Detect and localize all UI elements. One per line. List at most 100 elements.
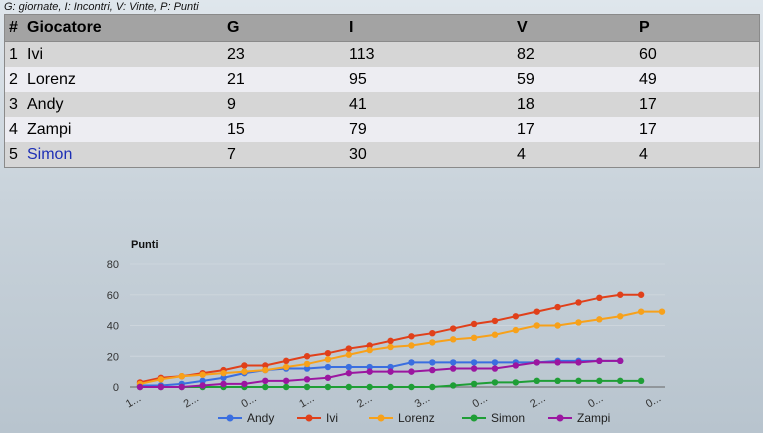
data-point [575, 359, 582, 366]
legend-label: Zampi [577, 411, 610, 425]
legend-label: Simon [491, 411, 525, 425]
data-point [387, 337, 394, 345]
player-link[interactable]: Andy [23, 92, 223, 117]
row-points: 60 [635, 41, 760, 67]
x-tick-label: 0... [239, 392, 258, 410]
header-wins[interactable]: V [513, 14, 635, 42]
x-tick-label: 2... [355, 392, 374, 410]
header-player[interactable]: Giocatore [23, 14, 223, 42]
data-point [241, 380, 248, 388]
legend-label: Ivi [326, 411, 338, 425]
data-point [282, 383, 290, 391]
data-point [157, 376, 165, 383]
data-point [617, 313, 624, 320]
series-line-lorenz [139, 310, 662, 385]
data-point [345, 345, 352, 352]
data-point [491, 317, 499, 325]
data-point [512, 326, 520, 334]
data-point [324, 356, 332, 363]
player-link[interactable]: Simon [23, 142, 223, 168]
header-points[interactable]: P [635, 14, 760, 42]
data-point [303, 365, 311, 372]
data-point [178, 383, 185, 391]
data-point [512, 379, 520, 386]
player-link[interactable]: Lorenz [23, 67, 223, 92]
data-point [637, 291, 645, 298]
data-point [241, 362, 248, 369]
data-point [470, 334, 478, 341]
data-point [324, 349, 332, 357]
data-point [512, 362, 520, 369]
data-point [199, 382, 206, 389]
data-point [178, 373, 185, 380]
row-points: 4 [635, 142, 760, 168]
header-games[interactable]: G [223, 14, 345, 42]
row-matches: 95 [345, 67, 513, 92]
data-point [429, 359, 436, 366]
row-matches: 30 [345, 142, 513, 168]
data-point [491, 331, 499, 338]
row-rank: 4 [4, 117, 23, 142]
data-point [408, 359, 415, 366]
row-wins: 59 [513, 67, 635, 92]
row-games: 9 [223, 92, 345, 117]
data-point [220, 380, 227, 388]
data-point [199, 377, 206, 385]
data-point [282, 377, 290, 385]
data-point [429, 383, 436, 391]
data-point [345, 351, 352, 358]
data-point [637, 308, 645, 315]
header-matches[interactable]: I [345, 14, 513, 42]
data-point [491, 379, 499, 386]
table-header-row: # Giocatore G I V P [4, 14, 760, 42]
legend-marker [377, 414, 385, 422]
data-point [366, 383, 373, 391]
data-point [450, 382, 457, 389]
legend-marker [305, 414, 313, 422]
table-row: 1 Ivi 23 113 82 60 [4, 41, 760, 67]
x-tick-label: 0... [644, 392, 663, 410]
data-point [533, 359, 540, 366]
row-wins: 18 [513, 92, 635, 117]
row-points: 49 [635, 67, 760, 92]
table-row: 4 Zampi 15 79 17 17 [4, 117, 760, 142]
row-rank: 3 [4, 92, 23, 117]
data-point [303, 353, 311, 360]
series-line-zampi [140, 359, 621, 388]
data-point [324, 374, 332, 381]
data-point [199, 371, 206, 378]
row-rank: 2 [4, 67, 23, 92]
data-point [262, 366, 269, 374]
data-point [554, 359, 561, 366]
data-point [345, 363, 352, 371]
header-rank[interactable]: # [4, 14, 23, 42]
data-point [157, 383, 165, 391]
data-point [470, 320, 478, 328]
data-point [429, 329, 436, 337]
data-point [366, 346, 373, 354]
row-games: 23 [223, 41, 345, 67]
data-point [617, 291, 624, 298]
x-tick-label: 0... [471, 392, 490, 410]
data-point [387, 343, 394, 351]
data-point [303, 383, 311, 391]
player-link[interactable]: Ivi [23, 41, 223, 67]
data-point [596, 316, 603, 323]
data-point [241, 368, 248, 375]
table-row: 2 Lorenz 21 95 59 49 [4, 67, 760, 92]
player-link[interactable]: Zampi [23, 117, 223, 142]
data-point [470, 359, 478, 366]
data-point [575, 299, 582, 306]
data-point [324, 383, 332, 391]
data-point [220, 369, 227, 377]
data-point [512, 313, 520, 320]
x-tick-label: 2... [182, 392, 201, 410]
row-matches: 113 [345, 41, 513, 67]
legend-note: G: giornate, I: Incontri, V: Vinte, P: P… [4, 1, 199, 13]
data-point [470, 380, 478, 388]
data-point [450, 336, 457, 343]
data-point [554, 303, 561, 311]
row-rank: 1 [4, 41, 23, 67]
legend-marker [470, 414, 478, 422]
data-point [617, 357, 624, 365]
